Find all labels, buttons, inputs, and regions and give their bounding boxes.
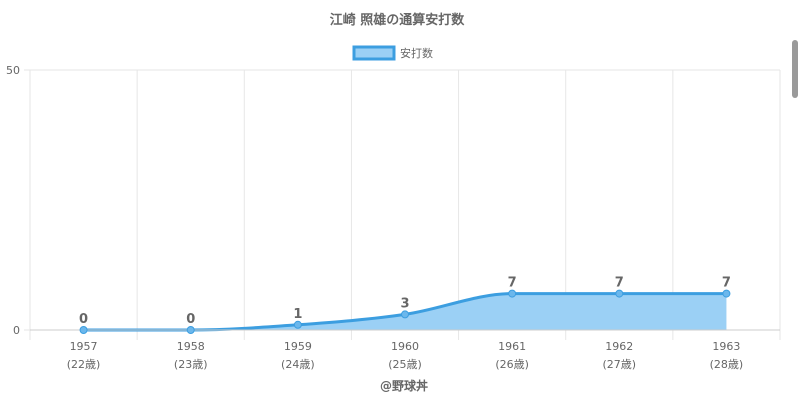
x-tick-sublabel: (26歳) [495, 358, 529, 371]
y-tick-label: 50 [6, 64, 20, 77]
x-tick-label: 1959 [284, 340, 312, 353]
chart-title: 江崎 照雄の通算安打数 [330, 12, 466, 28]
data-point[interactable] [79, 326, 88, 334]
legend-swatch [352, 45, 396, 61]
x-tick-sublabel: (25歳) [388, 358, 422, 371]
x-tick-sublabel: (23歳) [174, 358, 208, 371]
data-label: 0 [79, 312, 88, 327]
data-point[interactable] [293, 320, 302, 329]
data-point[interactable] [401, 310, 409, 319]
x-tick-sublabel: (22歳) [67, 358, 101, 371]
data-label: 1 [293, 307, 302, 322]
x-tick-label: 1958 [177, 340, 205, 353]
x-tick-label: 1960 [391, 340, 419, 353]
legend-label: 安打数 [400, 46, 433, 60]
data-point[interactable] [186, 326, 195, 334]
x-tick-sublabel: (24歳) [281, 358, 315, 371]
x-tick-sublabel: (27歳) [602, 358, 636, 371]
x-axis-title: @野球丼 [380, 378, 428, 393]
data-label: 7 [508, 276, 517, 291]
x-tick-sublabel: (28歳) [710, 358, 744, 371]
x-tick-label: 1963 [712, 340, 740, 353]
scrollbar-thumb[interactable] [792, 40, 798, 98]
x-tick-label: 1961 [498, 340, 526, 353]
y-tick-label: 0 [13, 324, 20, 337]
series-points [79, 289, 731, 334]
data-labels: 0 0 1 3 7 7 7 [79, 276, 731, 327]
series-fill [83, 293, 727, 330]
legend[interactable]: 安打数 [352, 45, 433, 61]
data-label: 0 [186, 312, 195, 327]
data-point[interactable] [508, 289, 517, 298]
x-tick-label: 1957 [70, 340, 98, 353]
x-tick-label: 1962 [605, 340, 633, 353]
axes: 1957 (22歳) 1958 (23歳) 1959 (24歳) 1960 (25歳) 1961… [30, 329, 780, 371]
data-point[interactable] [615, 289, 624, 298]
data-label: 7 [722, 276, 731, 291]
data-label: 3 [400, 296, 409, 311]
data-label: 7 [615, 276, 624, 291]
data-point[interactable] [722, 289, 731, 298]
